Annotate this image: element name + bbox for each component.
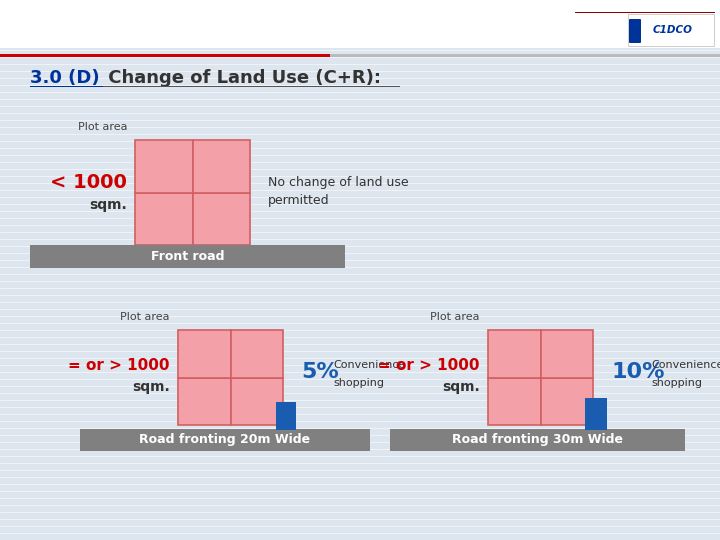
Text: Convenience: Convenience [651,361,720,370]
Bar [30,86,400,87]
Text: < 1000: < 1000 [50,173,127,192]
FancyBboxPatch shape [629,19,641,43]
Bar [0,53,330,57]
Text: Road fronting 30m Wide: Road fronting 30m Wide [452,434,623,447]
Text: Plot area: Plot area [120,312,170,322]
Text: sqm.: sqm. [132,381,170,395]
Bar [230,377,283,425]
Text: Plot area: Plot area [431,312,480,322]
Bar [390,429,685,451]
Bar [30,86,103,87]
Bar [80,429,370,451]
Text: 5%: 5% [301,362,338,382]
Text: 10%: 10% [611,362,665,382]
Text: Change of Land Use (C+R):: Change of Land Use (C+R): [102,69,381,87]
Bar [192,192,250,245]
Text: = or > 1000: = or > 1000 [379,358,480,373]
FancyArrowPatch shape [636,23,640,37]
Text: No change of land use: No change of land use [268,176,409,189]
Bar [135,140,192,192]
Bar [230,330,283,377]
Text: sqm.: sqm. [442,381,480,395]
Text: Front road: Front road [150,250,224,263]
Text: sqm.: sqm. [89,198,127,212]
Text: shopping: shopping [333,377,384,388]
Bar [541,330,593,377]
Bar [178,330,230,377]
Text: Convenience: Convenience [333,361,405,370]
Bar [628,14,714,46]
Bar [541,377,593,425]
Text: Road fronting 20m Wide: Road fronting 20m Wide [140,434,310,447]
Bar [30,245,345,268]
Bar [178,377,230,425]
Text: Plot area: Plot area [78,122,127,132]
Bar [585,398,607,430]
Bar [488,377,541,425]
Text: 3.0 (D): 3.0 (D) [30,69,99,87]
Bar [276,402,296,430]
Text: = or > 1000: = or > 1000 [68,358,170,373]
Bar [0,0,720,48]
Text: shopping: shopping [651,377,702,388]
Bar [0,53,720,57]
Bar [135,192,192,245]
Bar [192,140,250,192]
Text: C1DCO: C1DCO [653,25,693,35]
Bar [575,11,715,13]
Bar [488,330,541,377]
Text: permitted: permitted [268,194,330,207]
